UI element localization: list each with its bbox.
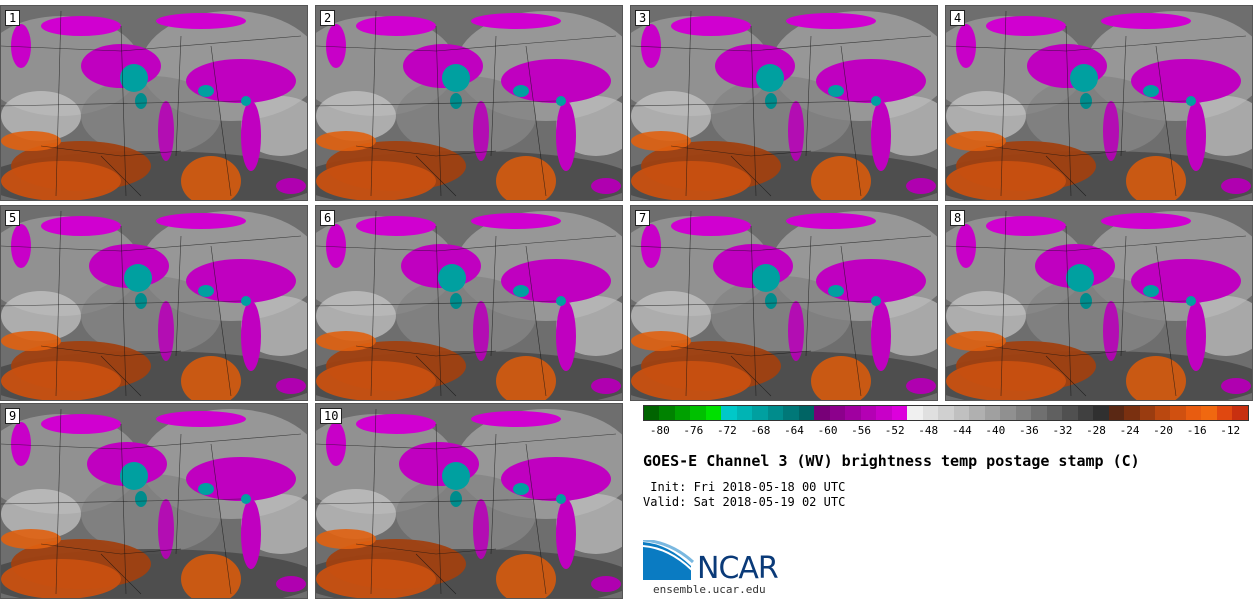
colorbar-tick-label: -56 <box>851 424 872 437</box>
panel-number: 10 <box>320 408 343 424</box>
colorbar-swatch <box>1077 406 1094 420</box>
colorbar-tick-label: -68 <box>750 424 771 437</box>
panel-number: 9 <box>5 408 21 424</box>
colorbar-tick-label: -24 <box>1119 424 1140 437</box>
postage-stamp-panel: 1 <box>0 5 308 201</box>
colorbar-swatch <box>1046 406 1063 420</box>
panel-number: 2 <box>320 10 336 26</box>
ncar-logo-text: NCAR <box>697 551 779 586</box>
colorbar-swatch <box>860 406 877 420</box>
water-vapor-map <box>1 10 307 200</box>
colorbar-swatch <box>783 406 799 420</box>
postage-stamp-panel: 4 <box>945 5 1253 201</box>
init-time: Init: Fri 2018-05-18 00 UTC <box>643 480 846 494</box>
colorbar-swatch <box>1015 406 1032 420</box>
colorbar-swatch <box>752 406 768 420</box>
postage-stamp-panel: 5 <box>0 205 308 401</box>
postage-stamp-panel: 10 <box>315 403 623 599</box>
site-url: ensemble.ucar.edu <box>653 583 766 596</box>
colorbar-tick-label: -16 <box>1186 424 1207 437</box>
colorbar-swatch <box>1154 406 1171 420</box>
colorbar-swatch <box>1201 406 1217 420</box>
colorbar-swatch <box>829 406 846 420</box>
postage-stamp-panel: 6 <box>315 205 623 401</box>
colorbar-swatch <box>721 406 737 420</box>
figure-title: GOES-E Channel 3 (WV) brightness temp po… <box>643 452 1140 470</box>
colorbar-swatch <box>1170 406 1186 420</box>
colorbar-swatch <box>845 406 861 420</box>
water-vapor-map <box>316 10 622 200</box>
postage-stamp-panel: 9 <box>0 403 308 599</box>
colorbar-swatch <box>1093 406 1109 420</box>
colorbar-swatch <box>644 406 660 420</box>
colorbar-swatch <box>953 406 970 420</box>
water-vapor-map <box>1 210 307 400</box>
colorbar-tick-label: -40 <box>985 424 1006 437</box>
postage-stamp-panel: 8 <box>945 205 1253 401</box>
colorbar-swatch <box>705 406 722 420</box>
colorbar-swatch <box>1108 406 1125 420</box>
colorbar-swatch <box>876 406 892 420</box>
colorbar-swatch <box>938 406 954 420</box>
colorbar-swatch <box>814 406 830 420</box>
colorbar-swatch <box>736 406 753 420</box>
colorbar-tick-label: -12 <box>1220 424 1241 437</box>
colorbar-tick-label: -64 <box>784 424 804 437</box>
water-vapor-map <box>316 210 622 400</box>
colorbar-swatch <box>891 406 908 420</box>
colorbar-tick-label: -80 <box>649 424 670 437</box>
panel-number: 6 <box>320 210 336 226</box>
colorbar-tick-labels: -80 -76 -72 -68 -64 -60 -56 -52 -48 -44 -40 -36 -32-… <box>643 424 1247 438</box>
panel-number: 4 <box>950 10 966 26</box>
water-vapor-map <box>631 10 937 200</box>
valid-time: Valid: Sat 2018-05-19 02 UTC <box>643 495 846 509</box>
panel-number: 8 <box>950 210 966 226</box>
colorbar <box>643 405 1249 421</box>
postage-stamp-panel: 2 <box>315 5 623 201</box>
colorbar-swatch <box>674 406 691 420</box>
colorbar-tick-label: -20 <box>1153 424 1174 437</box>
colorbar-swatch <box>690 406 706 420</box>
panel-number: 3 <box>635 10 651 26</box>
panel-number: 5 <box>5 210 21 226</box>
water-vapor-map <box>946 10 1252 200</box>
colorbar-swatch <box>1000 406 1016 420</box>
postage-stamp-panel: 3 <box>630 5 938 201</box>
colorbar-swatch <box>1139 406 1155 420</box>
colorbar-swatch <box>1031 406 1047 420</box>
colorbar-tick-label: -32 <box>1052 424 1073 437</box>
colorbar-tick-label: -52 <box>884 424 905 437</box>
colorbar-swatch <box>907 406 923 420</box>
colorbar-swatch <box>1062 406 1078 420</box>
water-vapor-map <box>1 408 307 598</box>
colorbar-tick-label: -72 <box>716 424 737 437</box>
water-vapor-map <box>316 408 622 598</box>
water-vapor-map <box>946 210 1252 400</box>
colorbar-swatch <box>767 406 784 420</box>
colorbar-swatch <box>1216 406 1233 420</box>
panel-number: 1 <box>5 10 21 26</box>
colorbar-tick-label: -44 <box>951 424 972 437</box>
ncar-logo-icon <box>643 540 695 580</box>
colorbar-tick-label: -28 <box>1086 424 1106 437</box>
colorbar-swatch <box>659 406 675 420</box>
colorbar-tick-label: -60 <box>817 424 838 437</box>
panel-number: 7 <box>635 210 651 226</box>
colorbar-swatch <box>984 406 1001 420</box>
colorbar-tick-label: -76 <box>683 424 704 437</box>
colorbar-swatch <box>922 406 939 420</box>
colorbar-swatch <box>1232 406 1248 420</box>
water-vapor-map <box>631 210 937 400</box>
colorbar-swatch <box>798 406 815 420</box>
colorbar-swatch <box>1185 406 1202 420</box>
colorbar-tick-label: -48 <box>918 424 939 437</box>
colorbar-swatch <box>969 406 985 420</box>
postage-stamp-panel: 7 <box>630 205 938 401</box>
colorbar-tick-label: -36 <box>1018 424 1039 437</box>
colorbar-swatch <box>1124 406 1140 420</box>
